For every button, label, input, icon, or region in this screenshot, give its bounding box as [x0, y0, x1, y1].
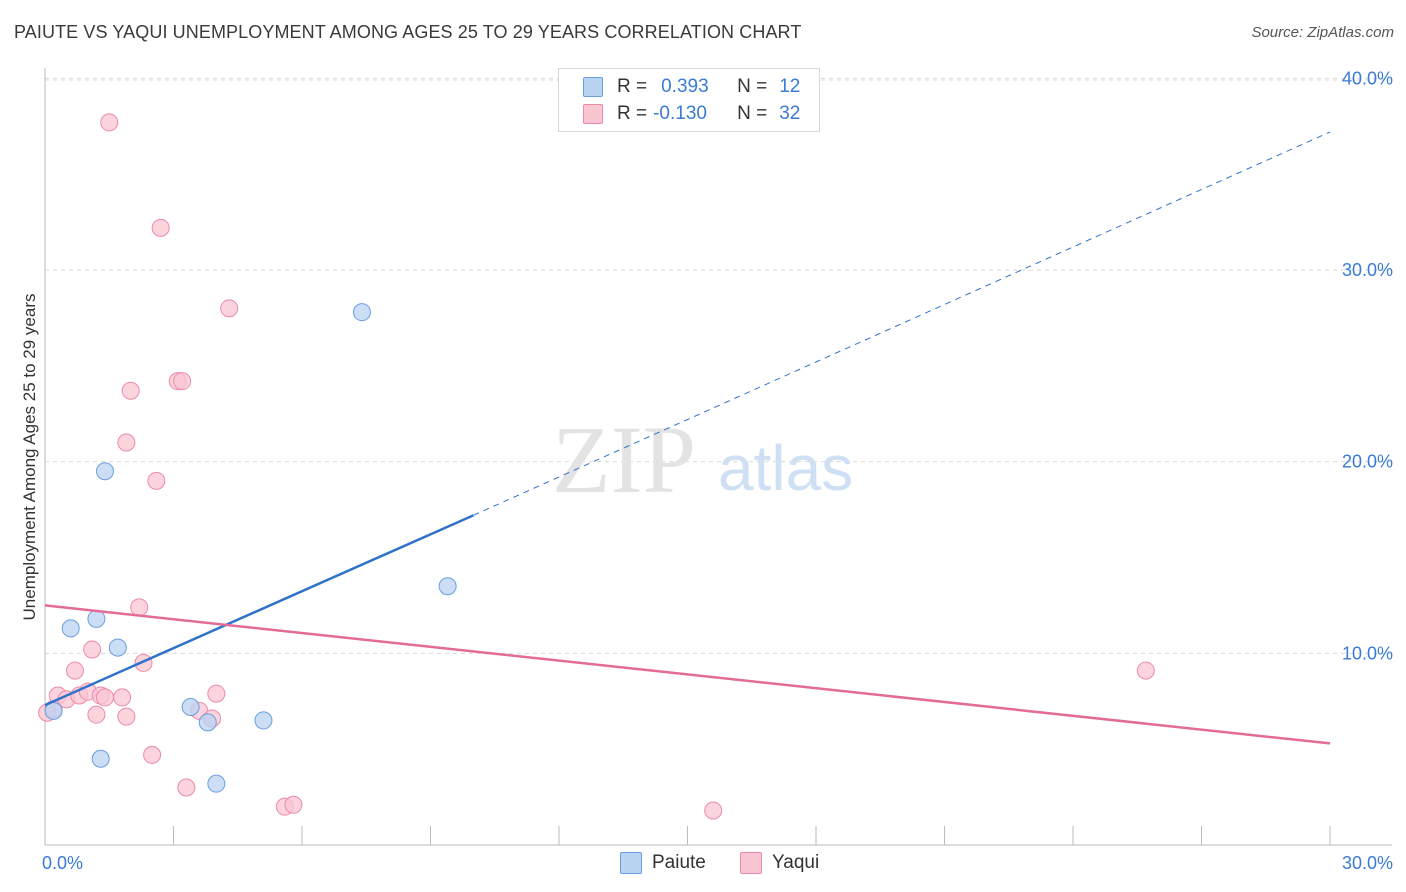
yaqui-point [143, 745, 162, 764]
yaqui-points [38, 113, 1155, 820]
yaqui-point [117, 433, 136, 452]
yaqui-point [220, 299, 239, 318]
legend-r-value: -0.130 [653, 103, 707, 124]
yaqui-point [147, 471, 166, 490]
paiute-point [198, 713, 217, 732]
x-tick-label-min: 0.0% [42, 853, 83, 873]
legend-n-value: 12 [779, 76, 801, 97]
yaqui-swatch [583, 104, 603, 124]
paiute-point [207, 774, 226, 793]
legend-row-paiute: R = 0.393 N = 12 [583, 74, 800, 100]
yaqui-point [100, 113, 119, 132]
yaqui-point [704, 801, 723, 820]
chart-title: PAIUTE VS YAQUI UNEMPLOYMENT AMONG AGES … [14, 22, 802, 42]
legend-r-value: 0.393 [661, 76, 709, 97]
legend-r-label: R = [617, 103, 648, 124]
source-label: Source: ZipAtlas.com [1251, 24, 1394, 41]
yaqui-point [207, 684, 226, 703]
paiute-point [254, 711, 273, 730]
paiute-point [181, 698, 200, 716]
y-tick-label: 20.0% [1342, 452, 1393, 472]
yaqui-point [177, 778, 196, 797]
paiute-trend-line [44, 514, 474, 707]
tick-labels: 10.0% 20.0% 30.0% 40.0% 0.0% 30.0% [42, 68, 1393, 873]
legend-n-label: N = [737, 103, 768, 124]
paiute-point [95, 462, 114, 481]
paiute-points [44, 303, 457, 793]
legend-paiute-label: Paiute [652, 852, 706, 873]
paiute-point [61, 619, 80, 638]
y-tick-label: 10.0% [1342, 643, 1393, 663]
y-axis-label: Unemployment Among Ages 25 to 29 years [20, 293, 39, 621]
yaqui-point [113, 688, 132, 707]
y-tick-label: 30.0% [1342, 260, 1393, 280]
yaqui-point [284, 795, 303, 814]
legend-r-label: R = [617, 76, 648, 97]
yaqui-point [121, 381, 140, 400]
yaqui-point [151, 218, 170, 237]
paiute-swatch [583, 77, 603, 97]
yaqui-trend-line [44, 604, 1331, 745]
paiute-trend-extension [473, 131, 1331, 516]
yaqui-point [1136, 661, 1155, 680]
paiute-point [438, 577, 457, 596]
legend-row-yaqui: R = -0.130 N = 32 [583, 101, 800, 127]
yaqui-point [65, 661, 84, 680]
legend-n-value: 32 [779, 103, 801, 124]
yaqui-swatch [740, 852, 762, 874]
paiute-point [91, 749, 110, 768]
legend-n-label: N = [737, 76, 768, 97]
paiute-point [108, 638, 127, 657]
paiute-point [87, 609, 106, 628]
yaqui-point [87, 705, 106, 724]
paiute-point [352, 303, 371, 322]
watermark-zip: ZIP [552, 406, 696, 513]
yaqui-point [173, 372, 192, 391]
legend-yaqui-label: Yaqui [772, 852, 820, 873]
legend-item-yaqui: Yaqui [740, 852, 819, 874]
y-tick-label: 40.0% [1342, 68, 1393, 88]
grid-lines [45, 77, 1392, 654]
series-legend: Paiute Yaqui [0, 852, 1406, 878]
trend-lines [44, 131, 1331, 745]
yaqui-point [117, 707, 136, 726]
paiute-swatch [620, 852, 642, 874]
yaqui-point [83, 640, 102, 659]
yaqui-point [95, 688, 114, 707]
correlation-legend: R = 0.393 N = 12 R = -0.130 N = 32 [558, 68, 820, 132]
watermark: ZIP atlas [552, 406, 853, 513]
legend-item-paiute: Paiute [620, 852, 706, 874]
x-tick-label-max: 30.0% [1342, 853, 1393, 873]
yaqui-point [130, 598, 149, 617]
watermark-atlas: atlas [718, 432, 853, 504]
